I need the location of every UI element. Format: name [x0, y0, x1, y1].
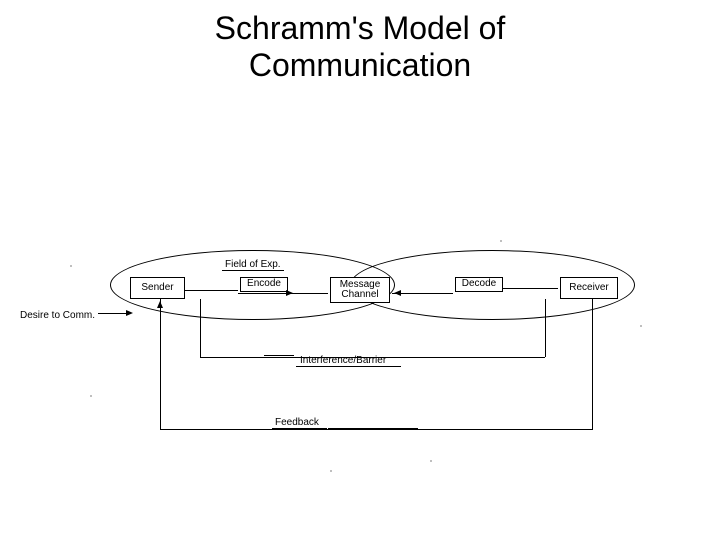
- feedback-line-right: [592, 299, 593, 429]
- arrow-feedback-icon: [157, 301, 163, 308]
- encode-box: Encode: [240, 277, 288, 292]
- edge-decode-receiver: [503, 288, 558, 289]
- interference-bracket-right: [545, 299, 546, 357]
- speckle: [430, 460, 432, 462]
- feedback-underline-2: [328, 428, 418, 429]
- feedback-label: Feedback: [275, 417, 319, 428]
- message-box: MessageChannel: [330, 277, 390, 303]
- receiver-box: Receiver: [560, 277, 618, 299]
- desire-label: Desire to Comm.: [20, 310, 95, 321]
- title-line-2: Communication: [249, 47, 471, 83]
- arrow-message-left-icon: [394, 290, 401, 296]
- feedback-line-left: [160, 299, 161, 429]
- interference-leader: [264, 355, 294, 356]
- schramm-diagram: Field of Exp. Sender Encode MessageChann…: [0, 255, 720, 485]
- message-label: MessageChannel: [340, 280, 381, 301]
- speckle: [640, 325, 642, 327]
- interference-bracket-left: [200, 299, 201, 357]
- title-line-1: Schramm's Model of: [215, 10, 506, 46]
- interference-label: Interference/Barrier: [300, 355, 386, 366]
- edge-desire-sender: [98, 313, 128, 314]
- edge-sender-encode: [185, 290, 238, 291]
- page-title: Schramm's Model of Communication: [0, 10, 720, 84]
- speckle: [330, 470, 332, 472]
- interference-underline: [296, 366, 401, 367]
- feedback-underline-1: [272, 428, 327, 429]
- feedback-line-bottom: [160, 429, 593, 430]
- speckle: [70, 265, 72, 267]
- field-of-exp-label: Field of Exp.: [225, 259, 281, 270]
- edge-encode-underline: [238, 293, 286, 294]
- speckle: [500, 240, 502, 242]
- sender-box: Sender: [130, 277, 185, 299]
- edge-encode-message: [288, 293, 328, 294]
- field-underline: [222, 270, 284, 271]
- speckle: [90, 395, 92, 397]
- edge-decode-message: [392, 293, 453, 294]
- arrow-desire-icon: [126, 310, 133, 316]
- decode-box: Decode: [455, 277, 503, 292]
